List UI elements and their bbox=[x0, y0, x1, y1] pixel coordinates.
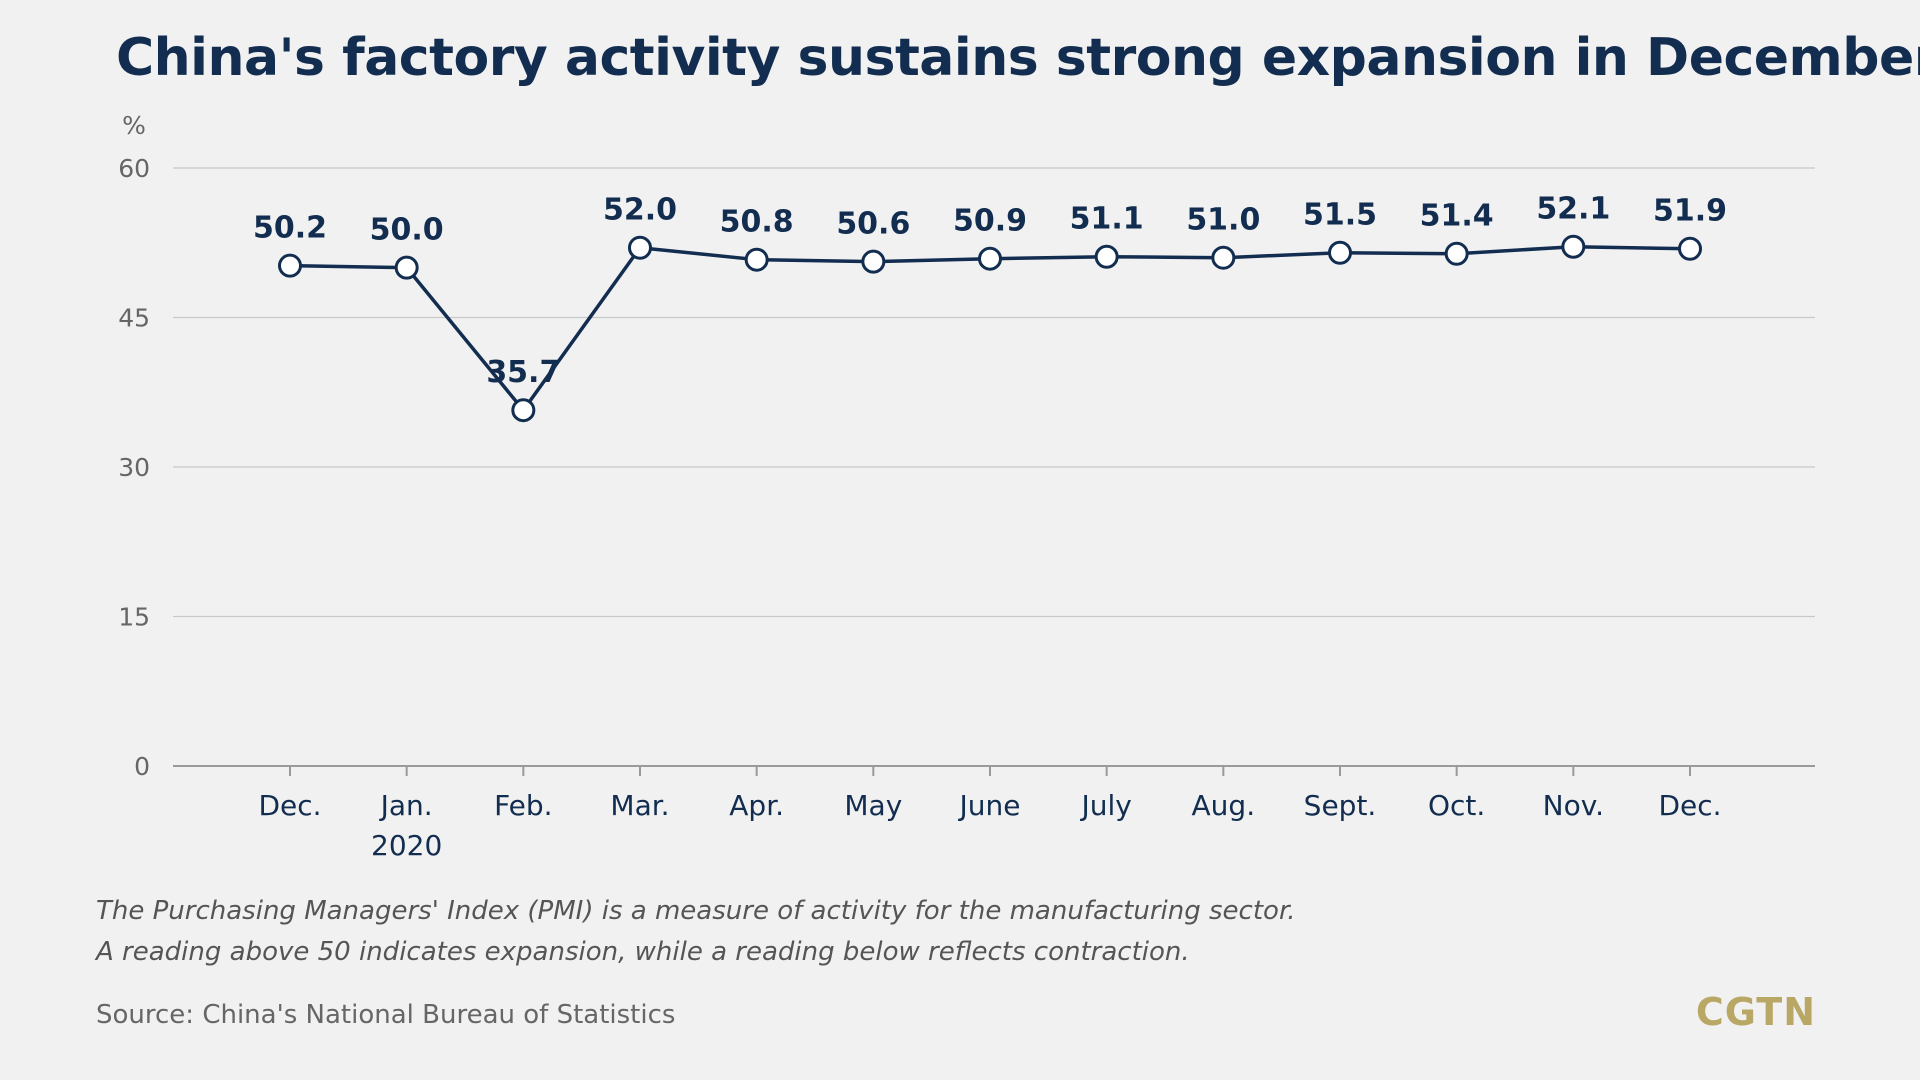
data-label: 35.7 bbox=[486, 355, 560, 390]
label-layer: 50.2 50.0 35.7 52.0 50.8 50.6 50.9 51.1 51.0 51.5… bbox=[253, 192, 1727, 390]
x-tick-label: Dec. bbox=[258, 789, 321, 822]
axis-layer: 0 15 30 45 60% Dec. Jan. 2020 Feb. Mar. Apr. May Jun… bbox=[118, 111, 1815, 862]
y-axis-unit-label: % bbox=[122, 111, 146, 140]
data-point bbox=[511, 398, 536, 423]
data-point bbox=[1328, 240, 1352, 265]
data-label: 50.2 bbox=[253, 211, 327, 246]
data-label: 52.0 bbox=[603, 193, 677, 228]
x-tick-label: Sept. bbox=[1304, 789, 1377, 822]
data-point bbox=[1561, 234, 1586, 259]
y-tick-label: 15 bbox=[118, 603, 150, 632]
data-point bbox=[278, 253, 302, 278]
x-tick-label: Nov. bbox=[1543, 789, 1604, 822]
y-tick-label: 60 bbox=[118, 154, 150, 183]
x-tick-label: July bbox=[1079, 789, 1131, 822]
data-label: 50.9 bbox=[953, 204, 1027, 239]
data-label: 51.9 bbox=[1653, 194, 1727, 229]
data-label: 50.0 bbox=[370, 213, 444, 248]
footnote-pmi-threshold: A reading above 50 indicates expansion, … bbox=[96, 937, 1190, 967]
x-tick-label: Aug. bbox=[1192, 789, 1256, 822]
x-tick-label: Jan. bbox=[379, 789, 433, 822]
data-label: 51.1 bbox=[1070, 202, 1144, 237]
marker-layer bbox=[278, 234, 1702, 423]
data-label: 51.5 bbox=[1303, 198, 1377, 233]
data-point bbox=[394, 255, 419, 280]
data-label: 50.8 bbox=[720, 205, 794, 240]
y-tick-label: 0 bbox=[134, 752, 150, 781]
data-point bbox=[1094, 244, 1119, 269]
data-point bbox=[1444, 241, 1469, 266]
data-label: 51.0 bbox=[1186, 203, 1260, 238]
data-label: 52.1 bbox=[1536, 192, 1610, 227]
footnote-pmi-definition: The Purchasing Managers' Index (PMI) is … bbox=[96, 896, 1296, 926]
data-point bbox=[1211, 245, 1236, 270]
cgtn-logo: CGTN bbox=[1695, 990, 1816, 1034]
data-point bbox=[1678, 236, 1702, 261]
data-label: 50.6 bbox=[836, 207, 910, 242]
chart-title: China's factory activity sustains strong… bbox=[116, 28, 1920, 88]
data-point bbox=[978, 246, 1002, 271]
x-tick-label: 2020 bbox=[371, 829, 442, 862]
x-tick-label: June bbox=[958, 789, 1021, 822]
x-tick-label: May bbox=[844, 789, 902, 822]
x-tick-label: Feb. bbox=[494, 789, 552, 822]
y-tick-label: 30 bbox=[118, 453, 150, 482]
source-credit: Source: China's National Bureau of Stati… bbox=[96, 1000, 676, 1030]
y-tick-label: 45 bbox=[118, 304, 150, 333]
data-point bbox=[861, 249, 886, 274]
x-tick-label: Dec. bbox=[1658, 789, 1721, 822]
data-point bbox=[744, 247, 769, 272]
x-tick-label: Mar. bbox=[610, 789, 669, 822]
x-tick-label: Oct. bbox=[1428, 789, 1485, 822]
data-point bbox=[628, 235, 652, 260]
data-label: 51.4 bbox=[1420, 199, 1494, 234]
x-tick-label: Apr. bbox=[729, 789, 784, 822]
